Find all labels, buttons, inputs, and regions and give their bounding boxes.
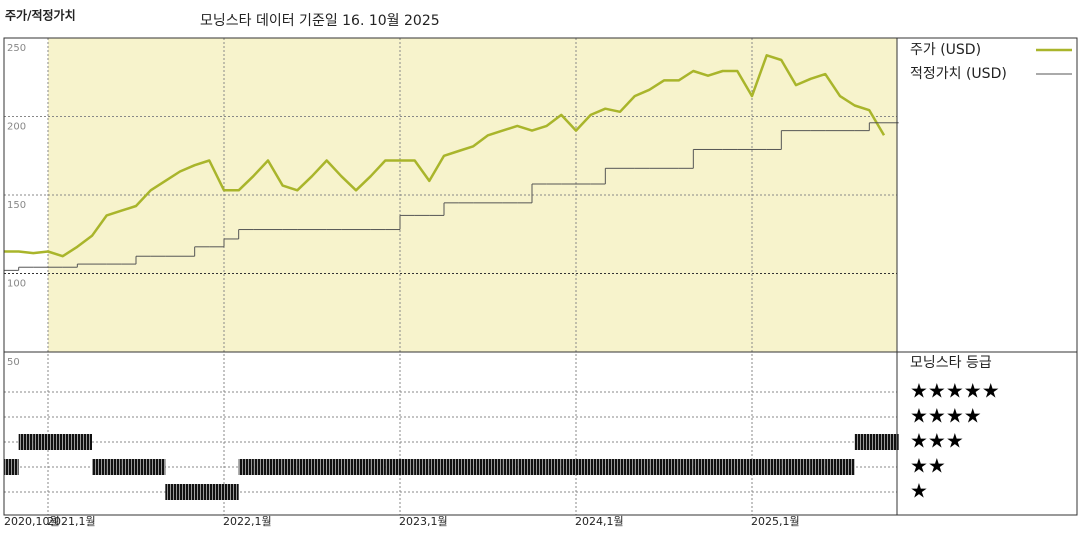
rating-bar (664, 459, 679, 475)
rating-bar (634, 459, 650, 475)
rating-bar (605, 459, 620, 475)
x-tick-label: 2020,10월 (4, 515, 60, 528)
rating-bar (180, 484, 195, 500)
rating-bar (854, 434, 870, 450)
rating-bar (238, 459, 254, 475)
rating-bar (150, 459, 166, 475)
rating-bar (297, 459, 312, 475)
chart-title: 주가/적정가치 (5, 8, 76, 23)
rating-bar (473, 459, 488, 475)
chart-subtitle: 모닝스타 데이터 기준일 16. 10월 2025 (200, 13, 440, 29)
rating-bar (194, 484, 210, 500)
price-line (4, 54, 886, 258)
x-tick-label: 2024,1월 (575, 515, 624, 528)
rating-bar (825, 459, 840, 475)
rating-bar (620, 459, 635, 475)
rating-bar (708, 459, 723, 475)
rating-bar (268, 459, 283, 475)
rating-bar (356, 459, 371, 475)
y-tick-label: 100 (7, 279, 26, 290)
rating-bar (576, 459, 591, 475)
rating-bar (121, 459, 136, 475)
x-tick-label: 2022,1월 (223, 515, 272, 528)
rating-bar (165, 484, 180, 500)
y-tick-label: 250 (7, 43, 26, 54)
rating-level-label: ★ (910, 479, 928, 503)
rating-bar (840, 459, 855, 475)
rating-bar (722, 459, 738, 475)
y-tick-label: 150 (7, 200, 26, 211)
rating-bar (385, 459, 400, 475)
rating-bar (678, 459, 694, 475)
rating-bar (106, 459, 122, 475)
rating-bar (752, 459, 767, 475)
x-tick-label: 2021,1월 (47, 515, 96, 528)
legend-label: 주가 (USD) (910, 42, 981, 58)
rating-bar (737, 459, 752, 475)
rating-bar (796, 459, 811, 475)
rating-bar (136, 459, 151, 475)
y-tick-label: 50 (7, 357, 20, 368)
rating-bar (414, 459, 430, 475)
frame (3, 37, 1078, 516)
rating-bar (869, 434, 884, 450)
rating-bar (48, 434, 63, 450)
rating-bar (341, 459, 356, 475)
rating-bar (326, 459, 342, 475)
rating-bar (810, 459, 826, 475)
rating-bar (532, 459, 547, 475)
rating-bar (458, 459, 474, 475)
rating-level-label: ★★★★ (910, 404, 982, 428)
rating-bar (224, 484, 239, 500)
rating-bar (546, 459, 562, 475)
rating-bar (209, 484, 224, 500)
rating-bar (253, 459, 268, 475)
rating-bar (4, 459, 19, 475)
rating-bar (400, 459, 415, 475)
rating-bar (282, 459, 298, 475)
rating-title: 모닝스타 등급 (910, 355, 992, 371)
rating-bar (590, 459, 606, 475)
rating-bar (444, 459, 459, 475)
rating-bar (884, 434, 899, 450)
legend-label: 적정가치 (USD) (910, 66, 1007, 82)
rating-bar (312, 459, 327, 475)
rating-bar (517, 459, 532, 475)
rating-bar (502, 459, 518, 475)
rating-bar (92, 459, 107, 475)
rating-bar (781, 459, 796, 475)
rating-bar (488, 459, 503, 475)
x-tick-label: 2025,1월 (751, 515, 800, 528)
rating-bar (62, 434, 78, 450)
rating-level-label: ★★★★★ (910, 379, 1000, 403)
x-tick-label: 2023,1월 (399, 515, 448, 528)
rating-bar (561, 459, 576, 475)
rating-bar (649, 459, 664, 475)
y-tick-label: 200 (7, 122, 26, 133)
rating-bar (693, 459, 708, 475)
rating-bar (33, 434, 48, 450)
rating-level-label: ★★ (910, 454, 946, 478)
rating-bar (77, 434, 92, 450)
rating-level-label: ★★★ (910, 429, 964, 453)
rating-bar (429, 459, 444, 475)
rating-bar (18, 434, 34, 450)
rating-bar (766, 459, 782, 475)
rating-bar (370, 459, 386, 475)
